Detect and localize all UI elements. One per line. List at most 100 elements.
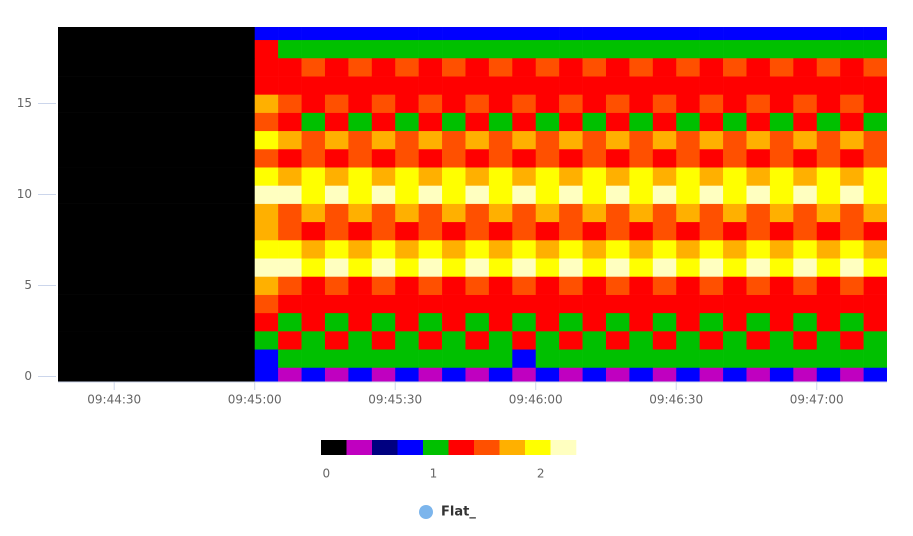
- heatmap-cell: [465, 148, 490, 168]
- heatmap-cell: [816, 258, 841, 277]
- heatmap-cell: [488, 294, 513, 314]
- heatmap-cell: [418, 148, 443, 168]
- heatmap-cell: [582, 185, 607, 204]
- heatmap-cell: [254, 148, 279, 168]
- heatmap-cell: [746, 203, 771, 223]
- heatmap-cell: [723, 312, 747, 332]
- heatmap-cell: [254, 167, 279, 186]
- heatmap-cell: [652, 221, 677, 241]
- colorbar-segment: [448, 440, 475, 455]
- heatmap-cell: [769, 27, 794, 41]
- heatmap-cell: [278, 167, 302, 186]
- heatmap-cell: [512, 349, 537, 368]
- heatmap-cell: [582, 258, 607, 277]
- heatmap-cell: [278, 331, 302, 350]
- heatmap-cell: [652, 294, 677, 314]
- heatmap-cell: [488, 94, 513, 113]
- heatmap-cell: [840, 203, 864, 223]
- heatmap-cell: [395, 349, 419, 368]
- heatmap-cell: [301, 130, 326, 150]
- heatmap-cell: [442, 258, 466, 277]
- heatmap-cell: [58, 76, 256, 95]
- heatmap-cell: [465, 367, 490, 382]
- heatmap-cell: [840, 367, 864, 382]
- heatmap-cell: [559, 167, 583, 186]
- heatmap-cell: [418, 221, 443, 241]
- heatmap-cell: [746, 185, 771, 204]
- heatmap-cell: [442, 57, 466, 77]
- heatmap-cell: [746, 367, 771, 382]
- heatmap-cell: [488, 167, 513, 186]
- heatmap-cell: [629, 57, 654, 77]
- heatmap-cell: [278, 240, 302, 259]
- heatmap-cell: [605, 367, 630, 382]
- heatmap-cell: [278, 221, 302, 241]
- heatmap-cell: [605, 203, 630, 223]
- heatmap-cell: [676, 240, 700, 259]
- heatmap-cell: [723, 112, 747, 132]
- heatmap-cell: [395, 39, 419, 59]
- heatmap-cell: [863, 240, 887, 259]
- heatmap-cell: [442, 331, 466, 350]
- heatmap-cell: [254, 294, 279, 314]
- heatmap-cell: [324, 312, 349, 332]
- heatmap-cell: [395, 112, 419, 132]
- heatmap-cell: [863, 27, 887, 41]
- heatmap-cell: [418, 94, 443, 113]
- heatmap-cell: [723, 185, 747, 204]
- heatmap-cell: [254, 331, 279, 350]
- heatmap-cell: [816, 185, 841, 204]
- heatmap-cell: [395, 130, 419, 150]
- heatmap-cell: [863, 349, 887, 368]
- heatmap-cell: [395, 240, 419, 259]
- heatmap-cell: [582, 39, 607, 59]
- heatmap-cell: [699, 27, 724, 41]
- heatmap-cell: [582, 27, 607, 41]
- heatmap-cell: [58, 258, 256, 277]
- heatmap-cell: [699, 331, 724, 350]
- heatmap-cell: [465, 276, 490, 295]
- heatmap-cell: [465, 331, 490, 350]
- heatmap-cell: [535, 27, 560, 41]
- heatmap-cell: [254, 76, 279, 95]
- heatmap-cell: [371, 94, 396, 113]
- heatmap-cell: [559, 349, 583, 368]
- heatmap-cell: [371, 349, 396, 368]
- heatmap-cell: [535, 276, 560, 295]
- heatmap-cell: [699, 203, 724, 223]
- heatmap-cell: [746, 76, 771, 95]
- heatmap-cell: [652, 39, 677, 59]
- heatmap-cell: [418, 276, 443, 295]
- heatmap-cell: [488, 130, 513, 150]
- colorbar-segment: [499, 440, 526, 455]
- heatmap-cell: [58, 312, 256, 332]
- heatmap-cell: [676, 221, 700, 241]
- heatmap-cell: [278, 276, 302, 295]
- heatmap-cell: [723, 221, 747, 241]
- heatmap-cell: [488, 27, 513, 41]
- heatmap-cell: [652, 367, 677, 382]
- heatmap-cell: [723, 258, 747, 277]
- heatmap-cell: [465, 112, 490, 132]
- heatmap-cell: [629, 76, 654, 95]
- colorbar-segment: [474, 440, 500, 455]
- heatmap-cell: [58, 349, 256, 368]
- heatmap-cell: [769, 221, 794, 241]
- heatmap-cell: [793, 367, 818, 382]
- heatmap-cell: [793, 240, 818, 259]
- heatmap-cell: [301, 276, 326, 295]
- heatmap-cell: [418, 27, 443, 41]
- heatmap-cell: [442, 130, 466, 150]
- heatmap-cell: [488, 221, 513, 241]
- heatmap-cell: [418, 167, 443, 186]
- heatmap-cell: [442, 94, 466, 113]
- heatmap-cell: [582, 148, 607, 168]
- heatmap-cell: [652, 148, 677, 168]
- heatmap-cell: [301, 27, 326, 41]
- heatmap-cell: [863, 57, 887, 77]
- heatmap-cell: [746, 39, 771, 59]
- heatmap-cell: [652, 276, 677, 295]
- heatmap-cell: [348, 367, 373, 382]
- x-tick-label: 09:45:00: [228, 393, 282, 407]
- heatmap-cell: [629, 276, 654, 295]
